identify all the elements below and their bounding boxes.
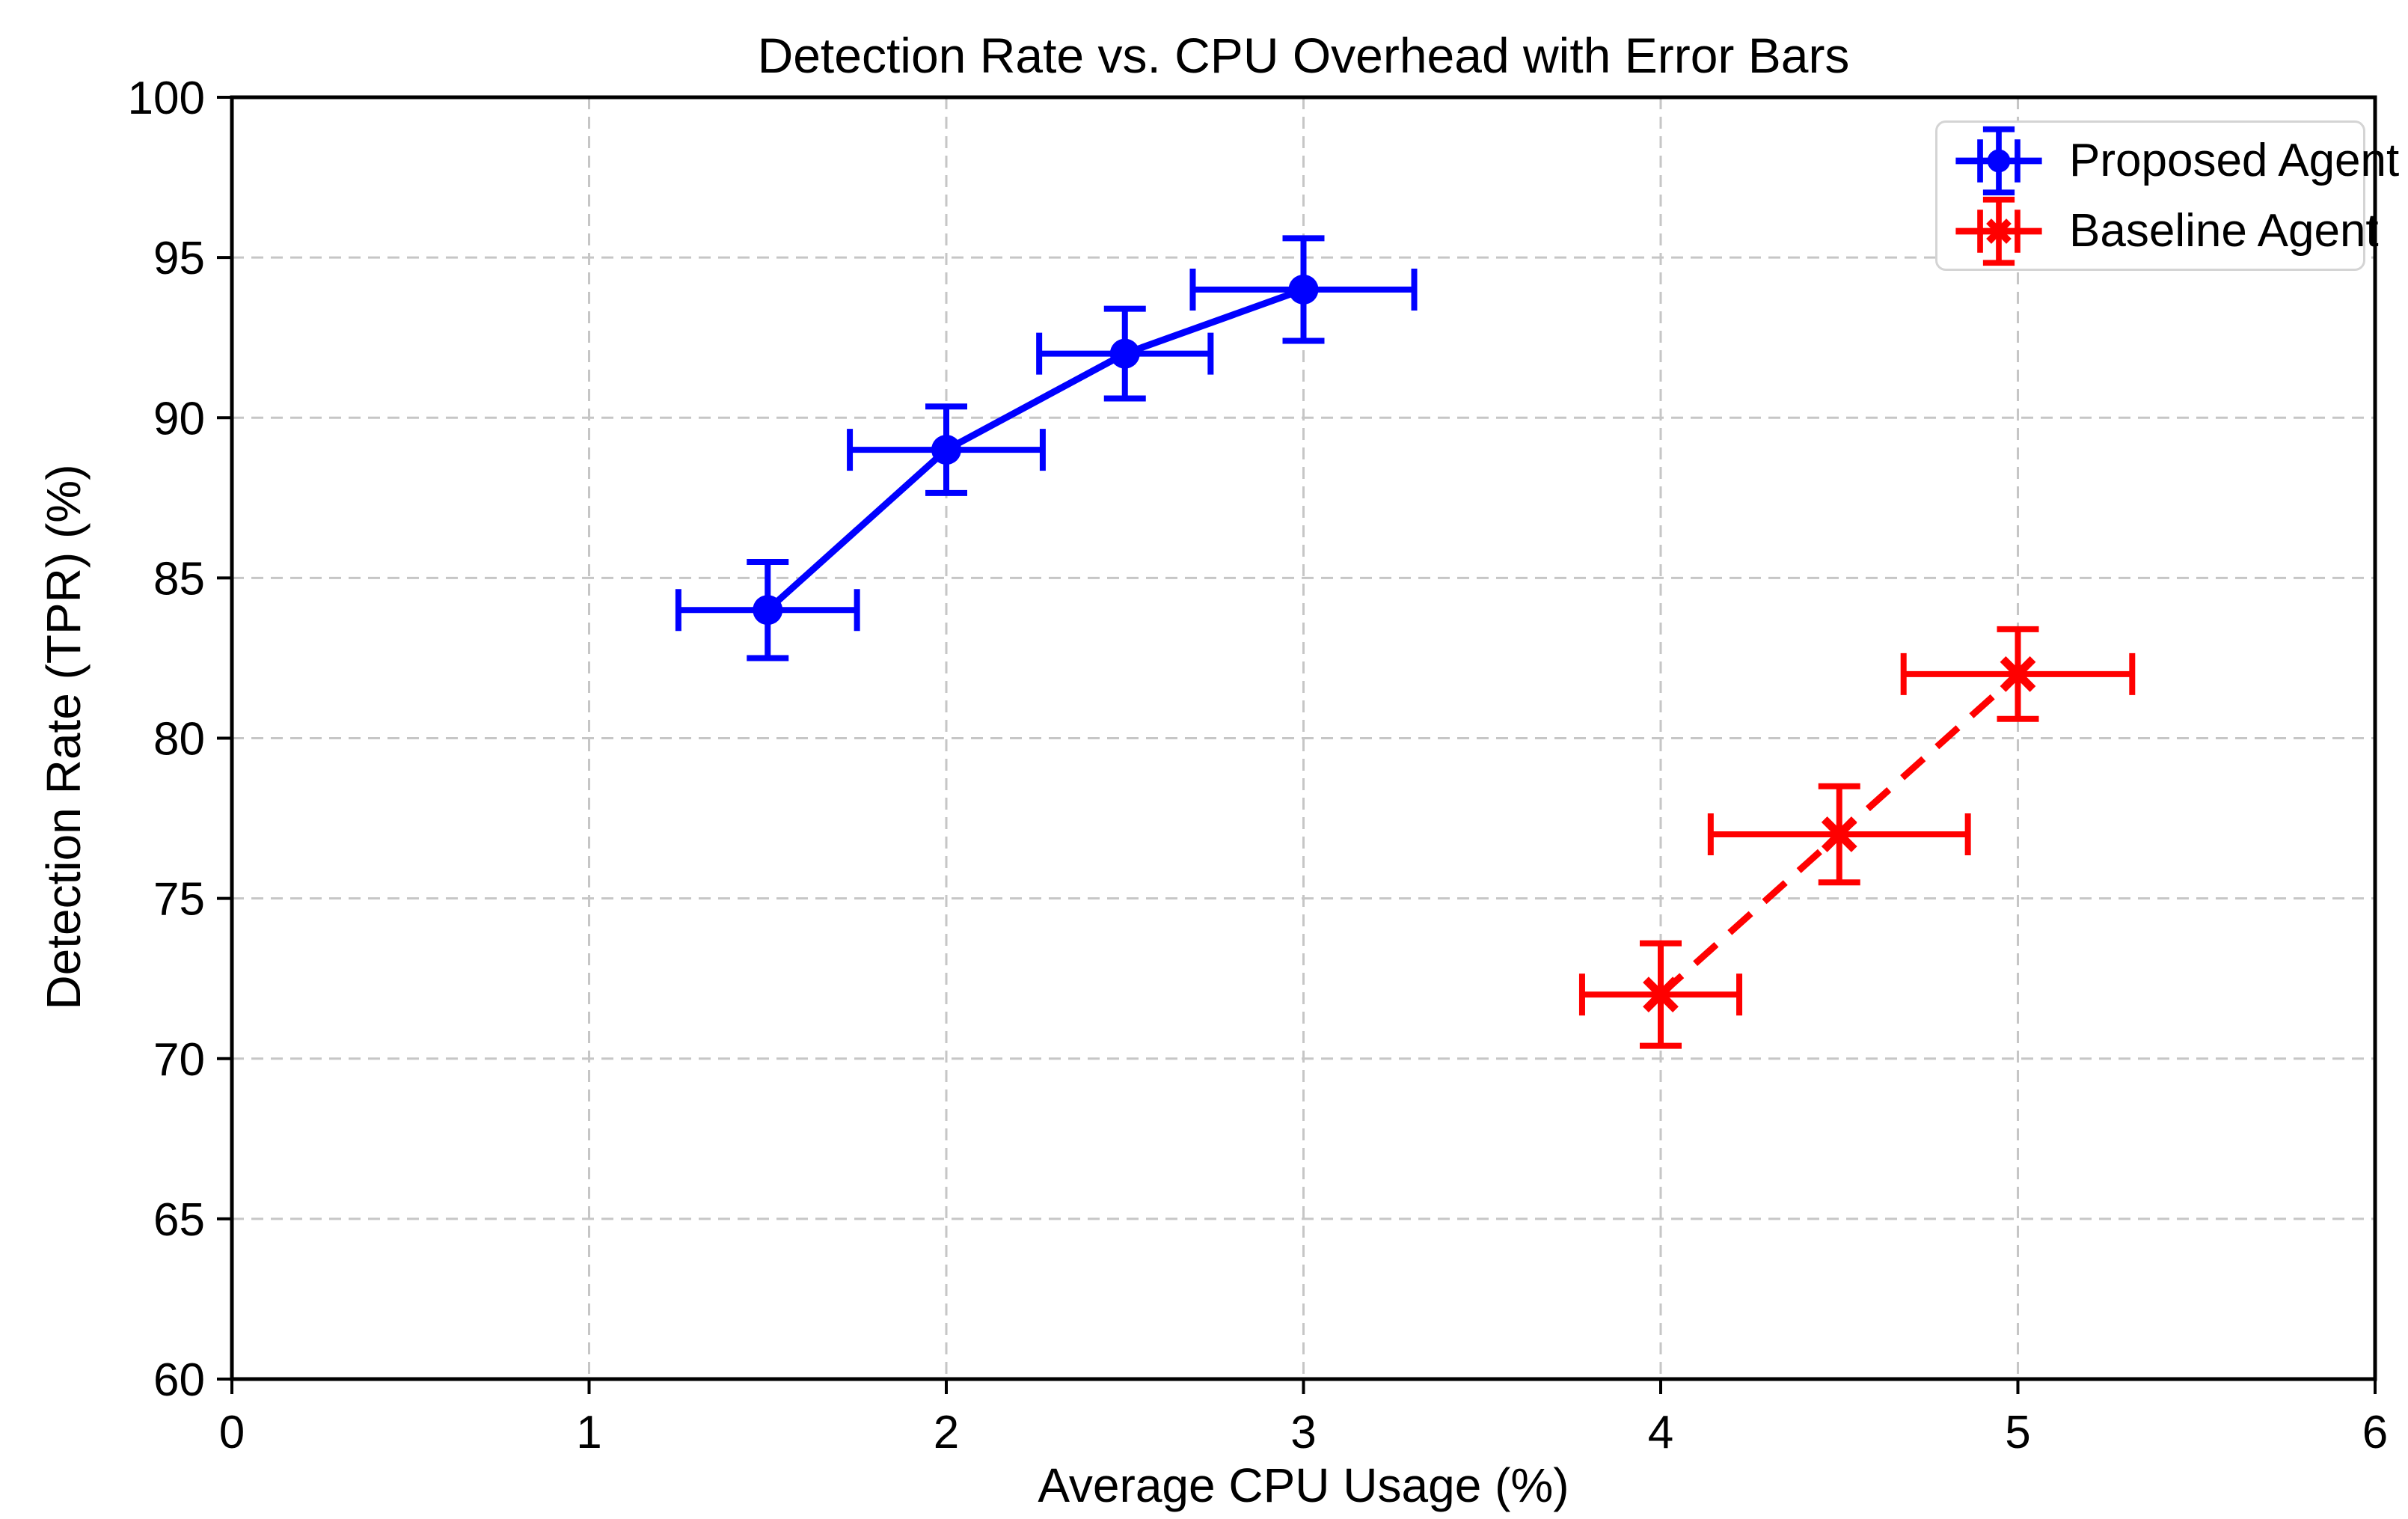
y-tick-label: 65 (153, 1194, 205, 1246)
data-point-marker (1288, 274, 1319, 305)
y-tick-label: 60 (153, 1354, 205, 1406)
data-point-marker (1109, 338, 1140, 369)
data-point-marker (753, 595, 783, 626)
x-tick-label: 5 (2005, 1407, 2030, 1458)
errorbar-legend-icon (1955, 126, 2042, 195)
y-tick-label: 80 (153, 714, 205, 765)
data-point-marker (1821, 816, 1857, 852)
data-point-marker (2000, 655, 2036, 692)
legend-item-baseline-agent: Baseline Agent (1954, 196, 2379, 266)
errorbar-legend-icon (1955, 196, 2042, 266)
y-axis-label: Detection Rate (TPR) (%) (37, 464, 91, 1010)
x-tick-label: 6 (2362, 1407, 2388, 1458)
data-point-marker (931, 435, 961, 465)
x-tick-label: 4 (1648, 1407, 1673, 1458)
data-point-marker (1643, 977, 1679, 1012)
x-tick-label: 2 (934, 1407, 959, 1458)
x-tick-label: 1 (576, 1407, 601, 1458)
x-tick-label: 3 (1290, 1407, 1316, 1458)
legend-label: Baseline Agent (2069, 205, 2379, 257)
y-tick-label: 75 (153, 874, 205, 926)
y-tick-label: 90 (153, 393, 205, 444)
y-tick-label: 85 (153, 553, 205, 605)
y-tick-label: 70 (153, 1034, 205, 1086)
legend: Proposed Agent Baseline Agent (1935, 120, 2399, 271)
x-tick-label: 0 (219, 1407, 245, 1458)
x-axis-label: Average CPU Usage (%) (1038, 1458, 1569, 1512)
chart-title: Detection Rate vs. CPU Overhead with Err… (757, 28, 1850, 83)
y-tick-label: 100 (128, 73, 205, 124)
legend-label: Proposed Agent (2069, 135, 2400, 186)
y-tick-label: 95 (153, 233, 205, 284)
series-line (765, 286, 1305, 613)
legend-item-proposed-agent: Proposed Agent (1954, 126, 2399, 195)
